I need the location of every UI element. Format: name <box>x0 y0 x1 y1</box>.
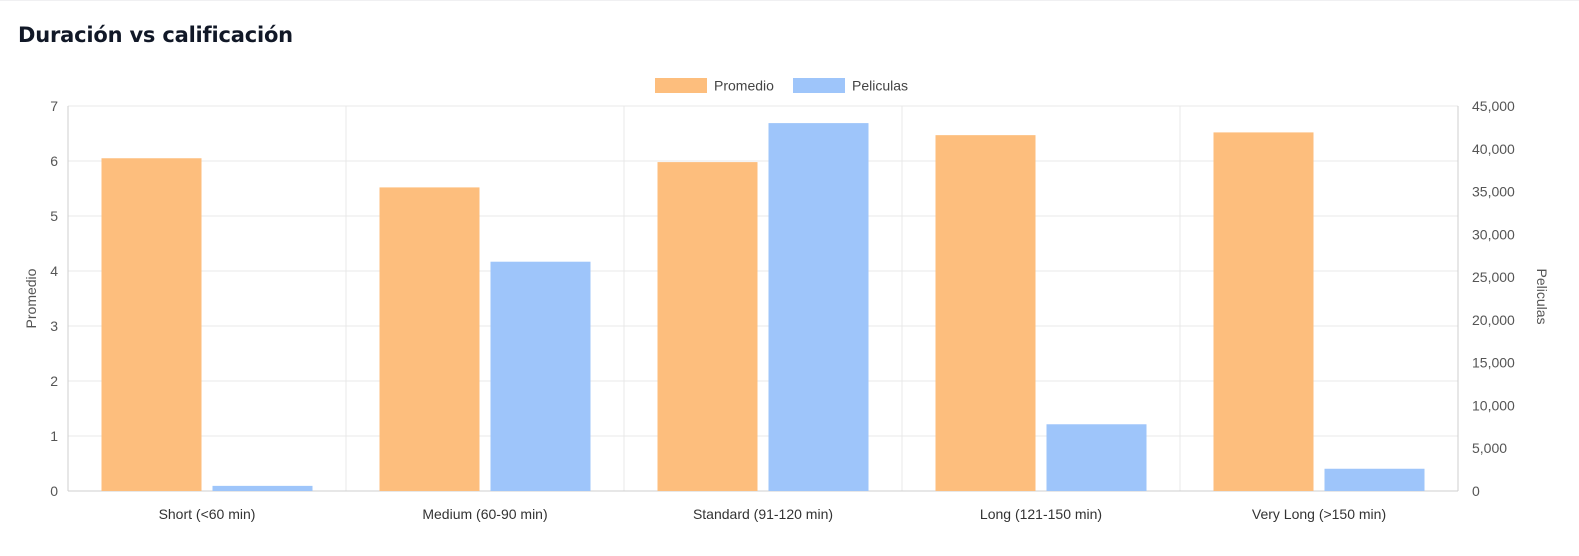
y-left-tick-label: 1 <box>50 428 58 444</box>
x-tick-label: Medium (60-90 min) <box>422 506 547 522</box>
bar-promedio[interactable] <box>1213 132 1314 491</box>
y-right-tick-label: 35,000 <box>1472 184 1515 200</box>
y-right-tick-label: 15,000 <box>1472 355 1515 371</box>
y-left-tick-label: 7 <box>50 98 58 114</box>
bar-promedio[interactable] <box>101 158 202 491</box>
y-left-tick-label: 6 <box>50 153 58 169</box>
bar-peliculas[interactable] <box>1324 468 1425 491</box>
y-right-tick-label: 20,000 <box>1472 312 1515 328</box>
bar-promedio[interactable] <box>379 187 480 491</box>
y-left-tick-label: 4 <box>50 263 58 279</box>
x-tick-label: Standard (91-120 min) <box>693 506 833 522</box>
x-tick-label: Very Long (>150 min) <box>1252 506 1386 522</box>
chart-title: Duración vs calificación <box>18 23 293 47</box>
y-right-axis-title: Peliculas <box>1534 268 1550 324</box>
y-right-tick-label: 10,000 <box>1472 397 1515 413</box>
x-tick-label: Long (121-150 min) <box>980 506 1102 522</box>
y-left-tick-label: 5 <box>50 208 58 224</box>
y-right-tick-label: 5,000 <box>1472 440 1507 456</box>
y-left-axis-title: Promedio <box>23 268 39 328</box>
y-right-tick-label: 45,000 <box>1472 98 1515 114</box>
y-right-tick-label: 30,000 <box>1472 226 1515 242</box>
y-left-tick-label: 0 <box>50 483 58 499</box>
y-left-tick-label: 3 <box>50 318 58 334</box>
bar-peliculas[interactable] <box>212 485 313 491</box>
x-tick-label: Short (<60 min) <box>159 506 256 522</box>
legend-swatch[interactable] <box>655 78 707 93</box>
bar-peliculas[interactable] <box>768 123 869 491</box>
y-left-tick-label: 2 <box>50 373 58 389</box>
bar-promedio[interactable] <box>657 162 758 491</box>
legend-label[interactable]: Promedio <box>714 78 774 94</box>
y-right-tick-label: 0 <box>1472 483 1480 499</box>
bar-peliculas[interactable] <box>1046 424 1147 491</box>
legend-label[interactable]: Peliculas <box>852 78 908 94</box>
legend-swatch[interactable] <box>793 78 845 93</box>
y-right-tick-label: 25,000 <box>1472 269 1515 285</box>
bar-peliculas[interactable] <box>490 261 591 491</box>
y-right-tick-label: 40,000 <box>1472 141 1515 157</box>
bar-promedio[interactable] <box>935 135 1036 491</box>
